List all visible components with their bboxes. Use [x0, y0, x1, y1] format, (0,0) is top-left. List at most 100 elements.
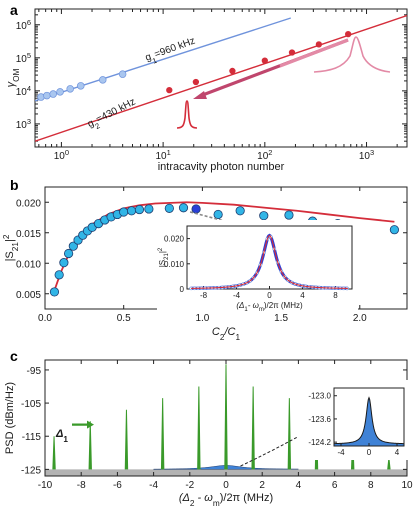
sideband-peak — [160, 398, 165, 470]
x-tick-label: 0.0 — [38, 313, 52, 324]
inset-y-tick-label: -123.6 — [308, 415, 331, 424]
data-point — [126, 206, 137, 216]
data-point — [144, 204, 154, 214]
delta1-label: Δ1 — [55, 428, 68, 444]
x-tick-label: 0.5 — [117, 313, 131, 324]
data-point — [49, 90, 57, 98]
data-point — [259, 211, 269, 221]
x-tick-label: 2.0 — [353, 313, 367, 324]
sideband-peak — [88, 421, 92, 470]
data-point — [66, 85, 74, 93]
sideband-peak — [224, 364, 228, 470]
x-tick-label: 100 — [54, 148, 69, 163]
inset-x-tick-label: 4 — [300, 291, 305, 300]
panel-label-a: a — [10, 2, 18, 18]
x-tick-label: 103 — [359, 148, 374, 163]
data-point — [134, 204, 145, 215]
data-point — [118, 70, 127, 78]
x-tick-label: 8 — [368, 480, 374, 491]
data-point — [119, 207, 129, 217]
x-tick-label: -8 — [77, 480, 86, 491]
y-tick-label: 0.005 — [16, 290, 41, 301]
inset-fit-curve — [191, 234, 348, 289]
broadening-arrow-tail — [279, 38, 349, 68]
x-tick-label: -6 — [113, 480, 122, 491]
y-tick-label: 0.020 — [16, 198, 41, 209]
x-tick-label: 6 — [332, 480, 338, 491]
panel-label-b: b — [10, 177, 19, 193]
data-point — [43, 91, 51, 100]
arrowhead — [193, 91, 207, 99]
sideband-peak — [124, 409, 129, 470]
inset-background — [157, 220, 358, 313]
data-point — [68, 241, 78, 251]
inset-y-tick-label: -124.2 — [308, 438, 331, 447]
inset-x-tick-label: 4 — [395, 448, 400, 457]
x-tick-label: -10 — [38, 480, 53, 491]
x-tick-label: 0 — [223, 480, 229, 491]
data-point — [284, 210, 294, 220]
inset-x-tick-label: -8 — [200, 291, 208, 300]
panel-c: -10 -8 -6 -4 -2 0 2 4 6 8 10 -95 -105 -115 -125 (Δ2 - ω… — [4, 359, 413, 508]
x-tick-label: 1.0 — [195, 313, 209, 324]
y-axis-label: γOM — [5, 68, 21, 87]
x-tick-label: -2 — [185, 480, 194, 491]
x-tick-label: 4 — [296, 480, 302, 491]
x-tick-label: 101 — [155, 148, 170, 163]
y-tick-label: 0.015 — [16, 229, 41, 240]
y-tick-label: 103 — [16, 116, 31, 131]
highlighted-point — [191, 204, 201, 214]
sideband-peak — [197, 386, 201, 470]
inset-psd-fit — [333, 396, 405, 445]
inset-y-tick-label: 0.010 — [164, 260, 185, 269]
y-tick-label: 104 — [16, 83, 31, 98]
inset-pointer — [240, 419, 328, 467]
x-axis-label: (Δ2 - ωm)/2π (MHz) — [179, 492, 273, 508]
data-point — [288, 49, 296, 56]
data-point — [229, 67, 236, 75]
panel-label-c: c — [10, 348, 18, 364]
y-tick-label: -125 — [21, 465, 41, 476]
inset-x-tick-label: 0 — [267, 291, 272, 300]
data-point — [166, 87, 173, 94]
y-axis-label: PSD (dBm/Hz) — [4, 382, 16, 454]
y-axis-label: |S21|2 — [2, 234, 20, 261]
x-axis-label: C2/C1 — [212, 326, 241, 342]
panel-b: 0.0 0.5 1.0 1.5 2.0 0.005 0.010 0.015 0.020 C2/C1… — [2, 186, 408, 342]
inset-x-tick-label: 0 — [367, 448, 372, 457]
data-point — [192, 78, 200, 86]
data-point — [77, 82, 85, 90]
inset-x-tick-label: 8 — [333, 291, 338, 300]
y-tick-label: -105 — [21, 399, 41, 410]
y-tick-label: 0.010 — [16, 259, 41, 270]
data-point — [389, 225, 400, 235]
x-tick-label: 102 — [257, 148, 272, 163]
series-label: g2=430 kHz — [86, 96, 139, 133]
narrow-peak-sketch — [176, 100, 198, 129]
data-point — [235, 206, 245, 216]
x-tick-label: 1.5 — [274, 313, 288, 324]
inset-x-axis-label: (Δ1- ωm)/2π (MHz) — [236, 301, 303, 313]
x-tick-label: 2 — [259, 480, 265, 491]
y-tick-label: -95 — [27, 366, 42, 377]
panel-a: 100 101 102 103 103 104 105 106 intracavity phot… — [5, 8, 408, 173]
data-point — [213, 209, 223, 220]
x-axis-label: intracavity photon number — [158, 161, 285, 173]
panel-b-plot — [49, 201, 400, 297]
data-point — [345, 31, 352, 38]
inset-x-tick-label: -4 — [337, 448, 345, 457]
sideband-peak — [287, 398, 292, 470]
panel-a-plot — [35, 14, 407, 142]
y-tick-label: 106 — [16, 17, 31, 32]
fit-line — [35, 14, 407, 142]
inset-y-tick-label: -123.0 — [308, 392, 331, 401]
data-point — [49, 287, 60, 297]
x-tick-label: 10 — [401, 480, 413, 491]
y-tick-label: 105 — [16, 50, 31, 64]
sideband-peak — [251, 386, 255, 470]
panel-a-frame — [34, 8, 408, 148]
sideband-peak — [52, 436, 56, 470]
broad-peak-sketch — [313, 36, 391, 73]
data-point — [178, 203, 189, 213]
